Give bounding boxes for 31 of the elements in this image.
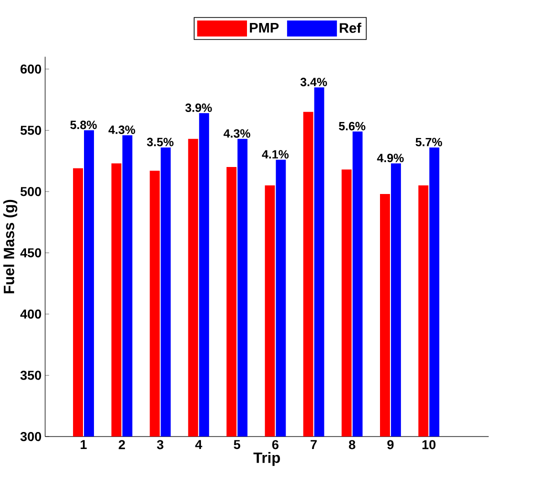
y-tick-label: 550 bbox=[20, 126, 42, 135]
x-tick-label: 9 bbox=[387, 440, 394, 450]
annotation: 3.4% bbox=[300, 78, 327, 86]
legend-label: Ref bbox=[340, 22, 362, 33]
annotation: 4.1% bbox=[262, 150, 289, 158]
annotation: 4.9% bbox=[377, 154, 404, 162]
annotation: 5.7% bbox=[416, 138, 442, 146]
y-axis-title: Fuel Mass (g) bbox=[3, 200, 18, 294]
x-tick-label: 1 bbox=[80, 440, 87, 449]
x-tick-label: 6 bbox=[272, 440, 278, 450]
y-tick-label: 350 bbox=[20, 370, 42, 380]
x-tick-label: 7 bbox=[310, 440, 317, 449]
y-tick-label: 500 bbox=[20, 186, 42, 196]
x-tick-label: 8 bbox=[348, 440, 356, 450]
x-tick-label: 3 bbox=[156, 440, 164, 450]
x-axis-title: Trip bbox=[253, 452, 280, 466]
x-tick-label: 10 bbox=[422, 440, 436, 450]
y-tick-label: 450 bbox=[20, 248, 42, 258]
x-tick-label: 5 bbox=[234, 440, 240, 449]
annotation: 4.3% bbox=[224, 129, 250, 138]
x-tick-label: 4 bbox=[195, 440, 202, 449]
legend-label: PMP bbox=[250, 22, 279, 32]
annotation: 3.5% bbox=[146, 138, 174, 146]
annotation: 5.6% bbox=[338, 122, 366, 130]
annotation: 3.9% bbox=[185, 103, 212, 112]
x-tick-label: 2 bbox=[118, 440, 125, 449]
annotation: 4.3% bbox=[108, 125, 136, 134]
y-tick-label: 600 bbox=[20, 64, 42, 74]
y-tick-label: 300 bbox=[20, 432, 42, 441]
annotation: 5.8% bbox=[70, 120, 97, 129]
y-tick-label: 400 bbox=[20, 309, 42, 318]
